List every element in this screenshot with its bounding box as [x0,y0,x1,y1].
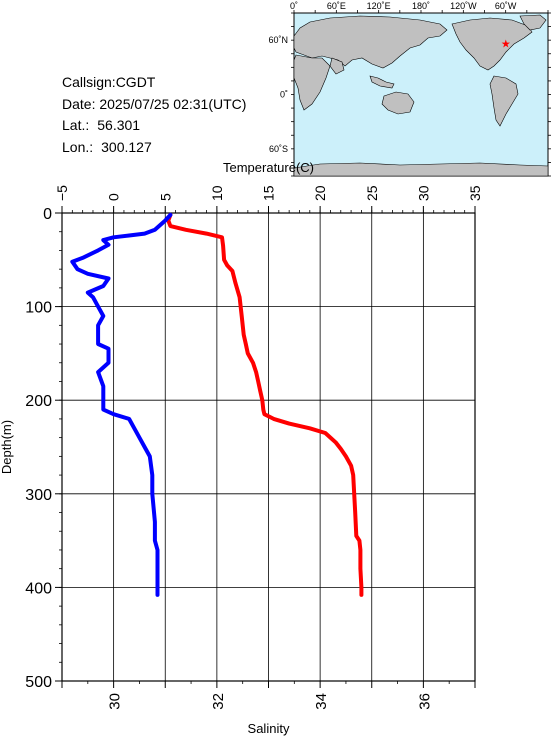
chart-grid [62,213,475,681]
map-lat-label: 60˚N [268,35,288,45]
depth-axis-label: Depth(m) [0,420,14,474]
land-greenland [519,14,547,31]
map-lon-label: 60˚E [327,1,346,11]
map-lon-label: 120˚W [450,1,477,11]
map-lon-label: 120˚E [367,1,391,11]
depth-tick-label: 400 [25,580,52,597]
temperature-tick-label: 30 [415,185,431,201]
temperature-tick-label: 20 [312,185,328,201]
land-antarctica [293,162,549,177]
depth-tick-label: 200 [25,393,52,410]
salinity-tick-label: 32 [210,693,227,710]
temperature-tick-label: 35 [467,185,483,201]
callsign-text: Callsign:CGDT [62,74,156,90]
chart-ticks [55,206,476,688]
temperature-tick-label: 10 [209,185,225,201]
salinity-tick-label: 36 [416,693,433,710]
map-tick-marks [291,10,551,177]
land-africa [293,54,331,111]
salinity-tick-label: 34 [313,693,330,710]
land-north-america [451,17,533,71]
temperature-tick-label: 25 [364,185,380,201]
depth-tick-label: 500 [25,674,52,691]
map-lat-label: 0˚ [280,90,288,100]
depth-tick-label: 300 [25,487,52,504]
temperature-tick-label: 15 [261,185,277,201]
lon-label: Lon.: [62,138,94,155]
lat-value: 56.301 [97,117,141,133]
lon-value: 300.127 [101,138,152,155]
longitude-row: Lon.: 300.127 [62,137,246,159]
map-lon-label: 180˚ [412,1,430,11]
date-text: Date: 2025/07/25 02:31(UTC) [62,95,247,112]
salinity-axis-label: Salinity [248,721,290,736]
salinity-profile-line [70,212,173,597]
map-lon-label: 60˚W [495,1,517,11]
temperature-tick-label: 5 [157,193,173,201]
temperature-axis-label: Temperature(C) [223,160,314,175]
map-tick-labels: 0˚ 60˚E 120˚E 180˚ 120˚W 60˚W 60˚N 0˚ 60˚S [268,1,516,154]
depth-tick-label: 0 [43,206,52,223]
temperature-profile-line [166,212,364,597]
temperature-tick-label: −5 [54,185,70,201]
land-arabia [329,57,345,75]
land-south-america [489,75,519,127]
land-australia [381,91,415,115]
map-lon-label: 0˚ [290,1,298,11]
temperature-tick-label: 0 [106,193,122,201]
salinity-tick-label: 30 [107,693,124,710]
depth-tick-label: 100 [25,300,52,317]
station-info: Callsign:CGDT Date: 2025/07/25 02:31(UTC… [62,72,246,158]
map-land [293,14,549,177]
location-marker-icon: ★ [501,39,511,51]
chart-series [70,212,364,597]
latitude-row: Lat.: 56.301 [62,115,246,137]
lat-label: Lat.: [62,117,90,133]
land-indonesia [369,75,395,89]
map-lat-label: 60˚S [269,144,288,154]
location-map: 0˚ 60˚E 120˚E 180˚ 120˚W 60˚W 60˚N 0˚ 60˚S ★ [268,1,551,177]
land-eurasia [293,15,448,69]
